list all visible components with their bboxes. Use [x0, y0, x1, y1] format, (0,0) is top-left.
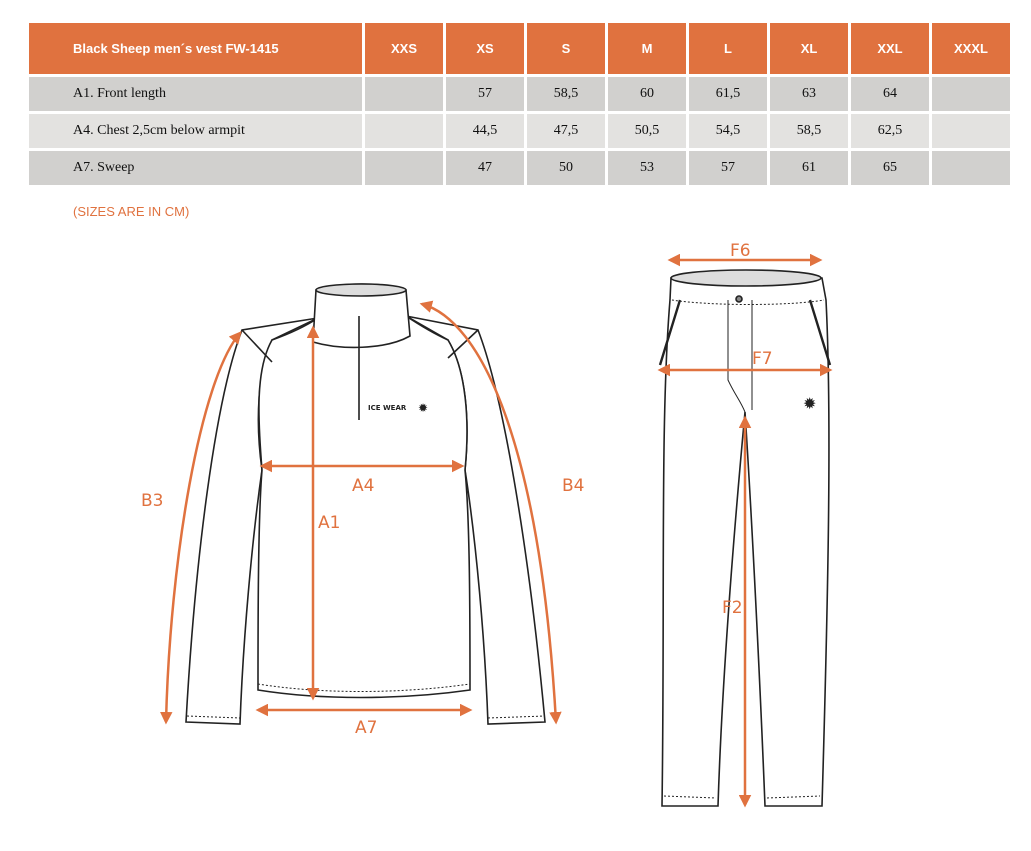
measurement-value: 62,5	[851, 114, 929, 148]
measurement-value: 57	[446, 77, 524, 111]
size-header: L	[689, 23, 767, 74]
table-row: A7. Sweep 47 50 53 57 61 65	[29, 151, 1010, 185]
size-header: XXXL	[932, 23, 1010, 74]
logo-text: ICE WEAR	[368, 404, 407, 412]
label-b3: B3	[141, 491, 163, 511]
logo-snowflake-icon: ✹	[418, 401, 428, 415]
measurement-value: 50,5	[608, 114, 686, 148]
measurement-value: 54,5	[689, 114, 767, 148]
measurement-value	[932, 77, 1010, 111]
measurement-value: 53	[608, 151, 686, 185]
label-f6: F6	[730, 241, 751, 261]
measurement-value: 50	[527, 151, 605, 185]
size-table: Black Sheep men´s vest FW-1415 XXS XS S …	[26, 20, 1013, 188]
table-row: A1. Front length 57 58,5 60 61,5 63 64	[29, 77, 1010, 111]
measurement-value	[932, 114, 1010, 148]
label-f2: F2	[722, 598, 743, 618]
measurement-value: 61,5	[689, 77, 767, 111]
measurement-value	[365, 114, 443, 148]
pants-drawing	[658, 269, 832, 807]
jacket-body	[257, 315, 471, 699]
measurement-value: 57	[689, 151, 767, 185]
measurement-value: 47	[446, 151, 524, 185]
pants-measure-arrows	[657, 253, 833, 808]
label-f7: F7	[752, 349, 773, 369]
measurement-value: 63	[770, 77, 848, 111]
arrow-b3	[160, 331, 242, 725]
measurement-value: 61	[770, 151, 848, 185]
pants-logo-snowflake-icon: ✹	[803, 396, 816, 413]
units-note: (SIZES ARE IN CM)	[73, 204, 190, 219]
label-a1: A1	[318, 513, 340, 533]
label-a7: A7	[355, 718, 377, 738]
size-header: M	[608, 23, 686, 74]
measurement-value: 44,5	[446, 114, 524, 148]
measurement-value	[932, 151, 1010, 185]
measurement-label: A1. Front length	[29, 77, 362, 111]
label-a4: A4	[352, 476, 374, 496]
size-header: XS	[446, 23, 524, 74]
measurement-value: 58,5	[527, 77, 605, 111]
jacket-drawing	[185, 283, 546, 725]
measurement-value	[365, 151, 443, 185]
measurement-value: 58,5	[770, 114, 848, 148]
arrow-b4	[419, 300, 562, 725]
table-title: Black Sheep men´s vest FW-1415	[29, 23, 362, 74]
size-header: XXS	[365, 23, 443, 74]
measurement-label: A7. Sweep	[29, 151, 362, 185]
measurement-value: 47,5	[527, 114, 605, 148]
measurement-label: A4. Chest 2,5cm below armpit	[29, 114, 362, 148]
label-b4: B4	[562, 476, 584, 496]
size-table-header: Black Sheep men´s vest FW-1415 XXS XS S …	[29, 23, 1010, 74]
measurement-value: 60	[608, 77, 686, 111]
size-header: S	[527, 23, 605, 74]
size-header: XXL	[851, 23, 929, 74]
measurement-value: 64	[851, 77, 929, 111]
measurement-value: 65	[851, 151, 929, 185]
measurement-value	[365, 77, 443, 111]
table-row: A4. Chest 2,5cm below armpit 44,5 47,5 50,5…	[29, 114, 1010, 148]
size-header: XL	[770, 23, 848, 74]
jacket-measure-arrows	[160, 300, 562, 725]
